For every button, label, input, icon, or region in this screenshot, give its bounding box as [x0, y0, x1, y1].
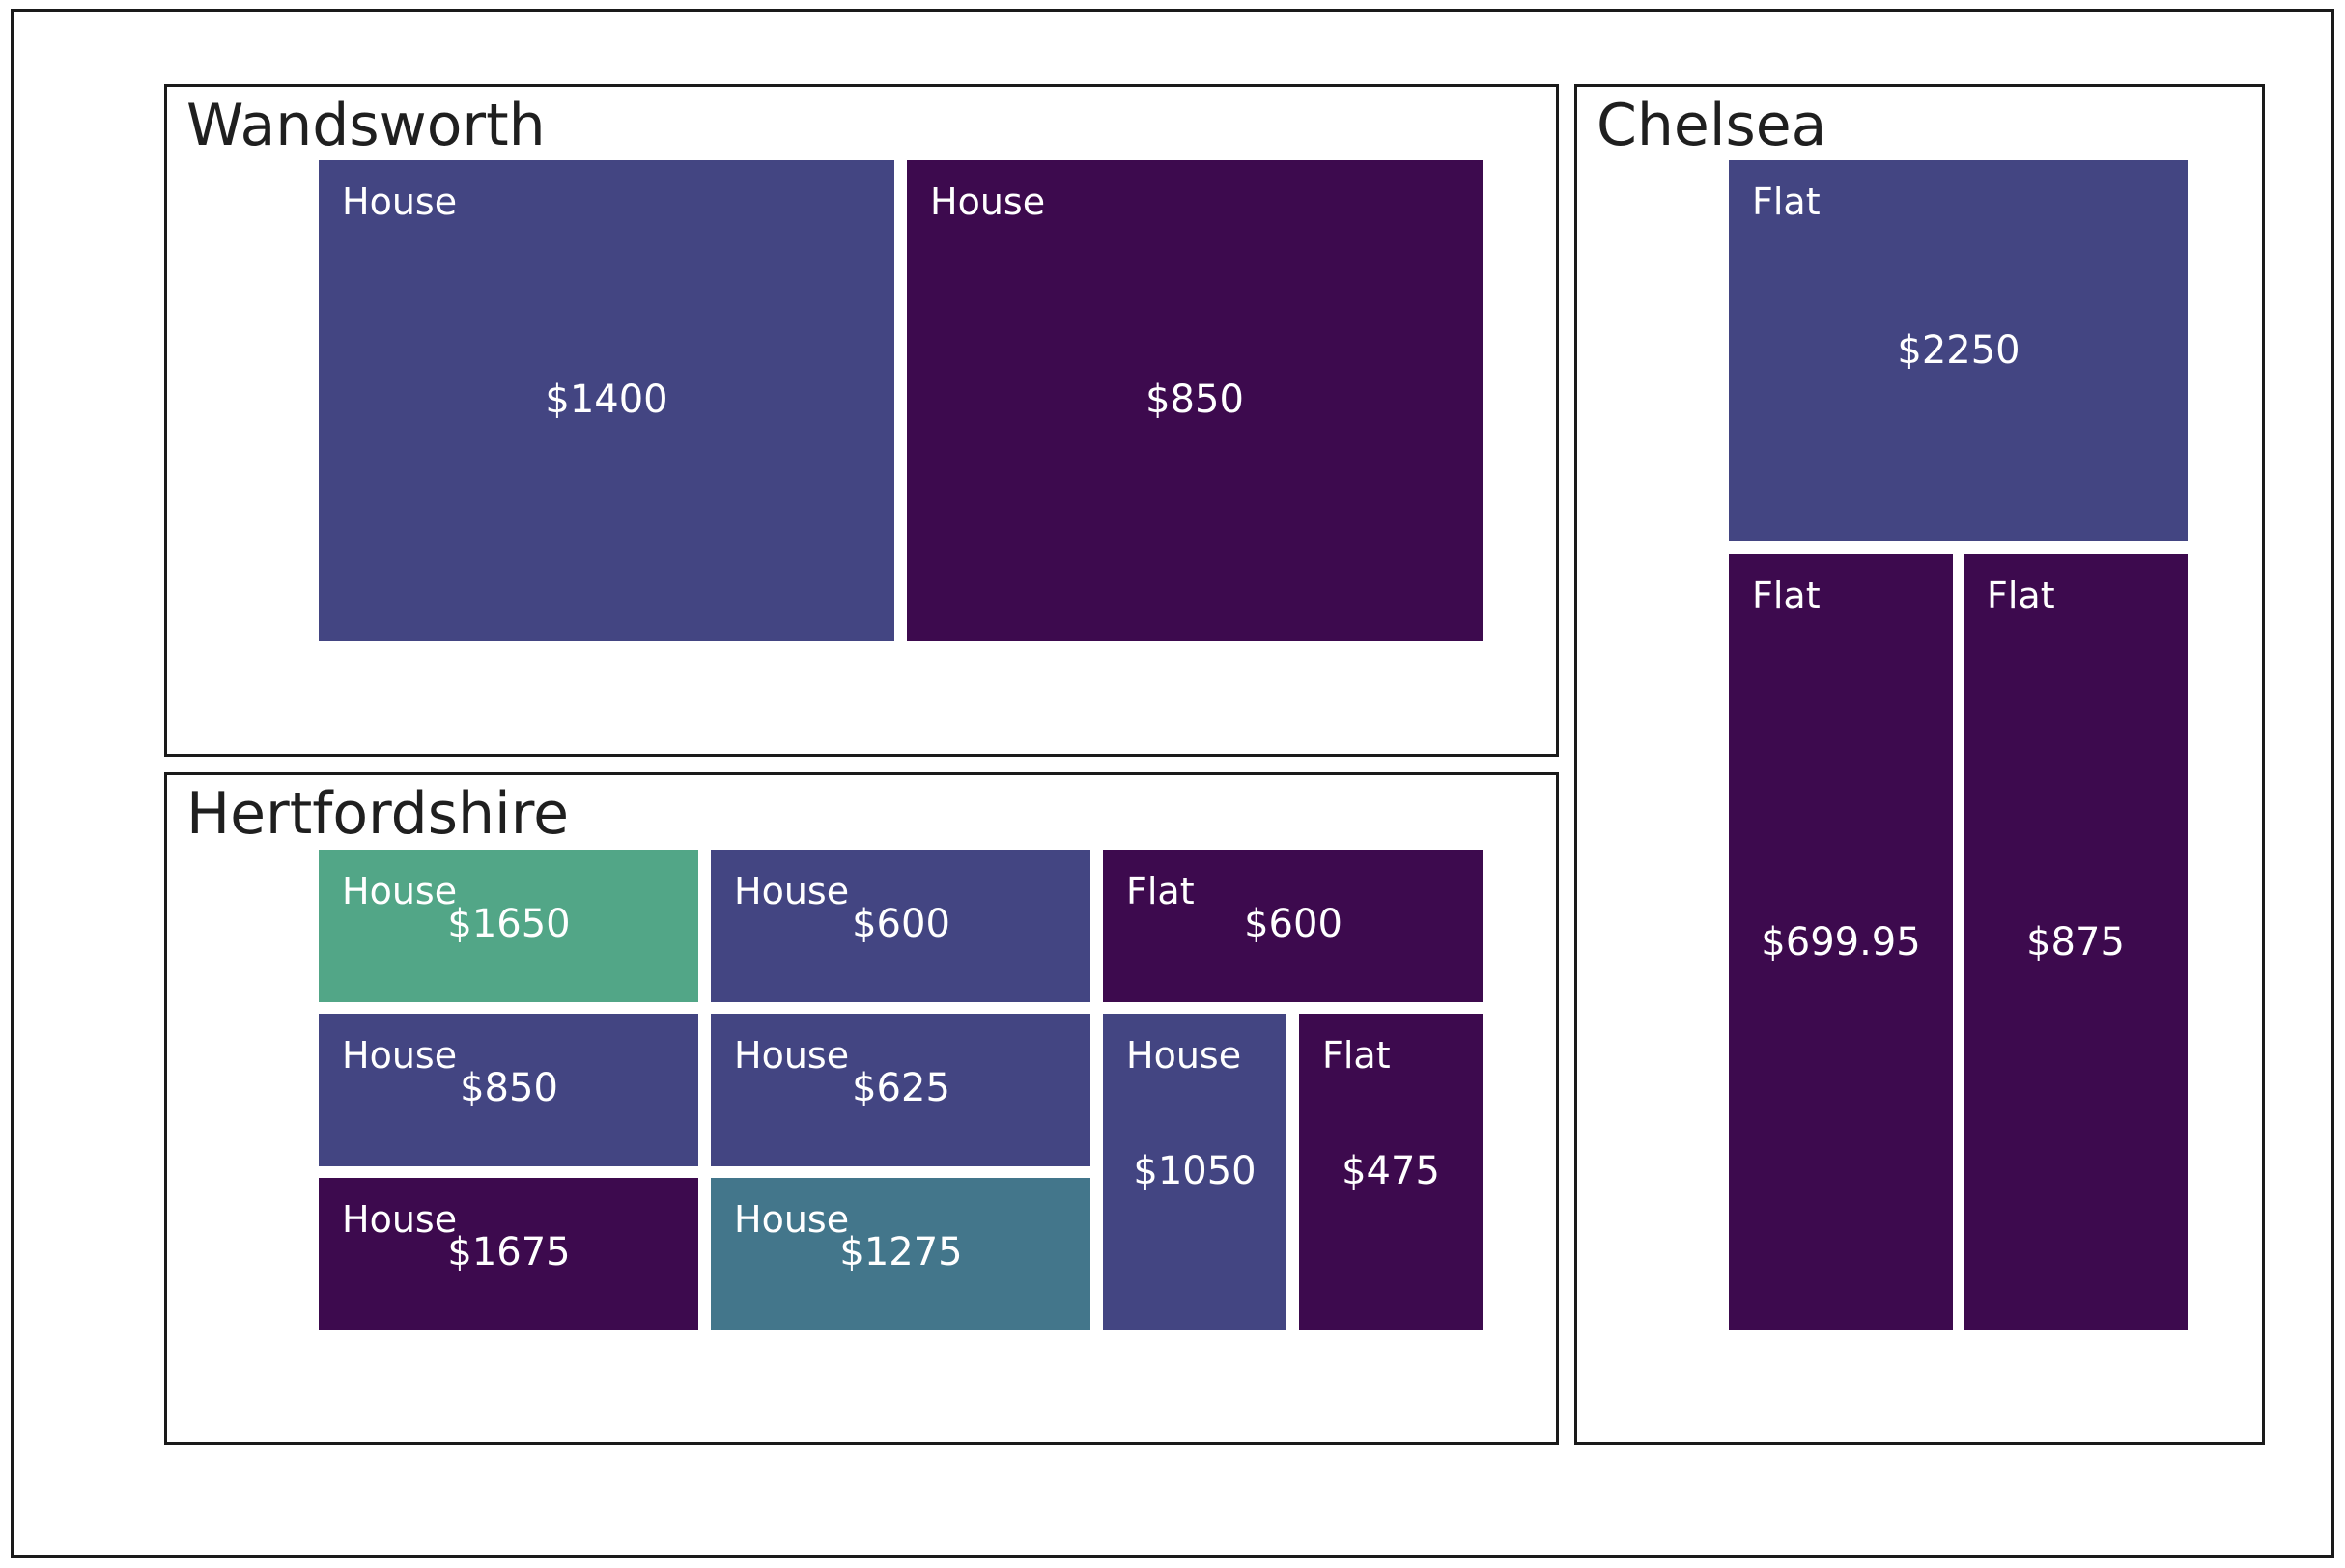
tile-type-label: House	[1126, 1034, 1242, 1077]
treemap-tile-hertfordshire-2[interactable]: Flat	[1103, 850, 1483, 1002]
treemap-tile-hertfordshire-6[interactable]: Flat	[1299, 1014, 1483, 1330]
treemap-tile-hertfordshire-3[interactable]: House	[319, 1014, 698, 1166]
tile-type-label: House	[342, 1034, 458, 1077]
tile-type-label: House	[342, 181, 458, 223]
treemap-tile-hertfordshire-4[interactable]: House	[711, 1014, 1090, 1166]
treemap-tile-chelsea-2[interactable]: Flat	[1964, 554, 2188, 1330]
tile-price-label: $625	[852, 1066, 950, 1110]
treemap-tile-wandsworth-1[interactable]: House	[907, 160, 1483, 641]
tile-type-label: House	[734, 1034, 850, 1077]
region-title: Hertfordshire	[186, 780, 569, 848]
treemap-tile-chelsea-1[interactable]: Flat	[1729, 554, 1953, 1330]
treemap-tile-hertfordshire-7[interactable]: House	[319, 1178, 698, 1330]
tile-price-label: $1675	[447, 1230, 571, 1274]
tile-type-label: House	[930, 181, 1046, 223]
tile-price-label: $875	[2026, 920, 2125, 965]
tile-type-label: House	[734, 1198, 850, 1241]
tile-type-label: Flat	[1322, 1034, 1391, 1077]
tile-price-label: $850	[1145, 378, 1244, 422]
tile-price-label: $1050	[1133, 1149, 1257, 1193]
tile-type-label: House	[342, 870, 458, 912]
tile-type-label: House	[734, 870, 850, 912]
tile-type-label: Flat	[1752, 574, 1821, 617]
tile-price-label: $850	[460, 1066, 558, 1110]
treemap-tile-hertfordshire-8[interactable]: House	[711, 1178, 1090, 1330]
tile-price-label: $600	[1244, 902, 1342, 946]
tile-type-label: House	[342, 1198, 458, 1241]
tile-price-label: $475	[1342, 1149, 1440, 1193]
tile-type-label: Flat	[1126, 870, 1195, 912]
tile-price-label: $1400	[545, 378, 668, 422]
region-title: Chelsea	[1596, 92, 1827, 159]
tile-price-label: $1275	[839, 1230, 963, 1274]
region-hertfordshire: Hertfordshire	[164, 772, 1559, 1445]
chart-frame	[11, 9, 2334, 1558]
treemap-tile-hertfordshire-0[interactable]: House	[319, 850, 698, 1002]
treemap-tile-hertfordshire-5[interactable]: House	[1103, 1014, 1286, 1330]
treemap-tile-wandsworth-0[interactable]: House	[319, 160, 894, 641]
region-title: Wandsworth	[186, 92, 546, 159]
tile-price-label: $699.95	[1761, 920, 1921, 965]
tile-price-label: $600	[852, 902, 950, 946]
region-chelsea: Chelsea	[1574, 84, 2265, 1445]
region-wandsworth: Wandsworth	[164, 84, 1559, 757]
tile-price-label: $2250	[1897, 328, 2020, 373]
tile-type-label: Flat	[1752, 181, 1821, 223]
treemap-tile-hertfordshire-1[interactable]: House	[711, 850, 1090, 1002]
tile-type-label: Flat	[1987, 574, 2055, 617]
treemap-tile-chelsea-0[interactable]: Flat	[1729, 160, 2188, 541]
tile-price-label: $1650	[447, 902, 571, 946]
